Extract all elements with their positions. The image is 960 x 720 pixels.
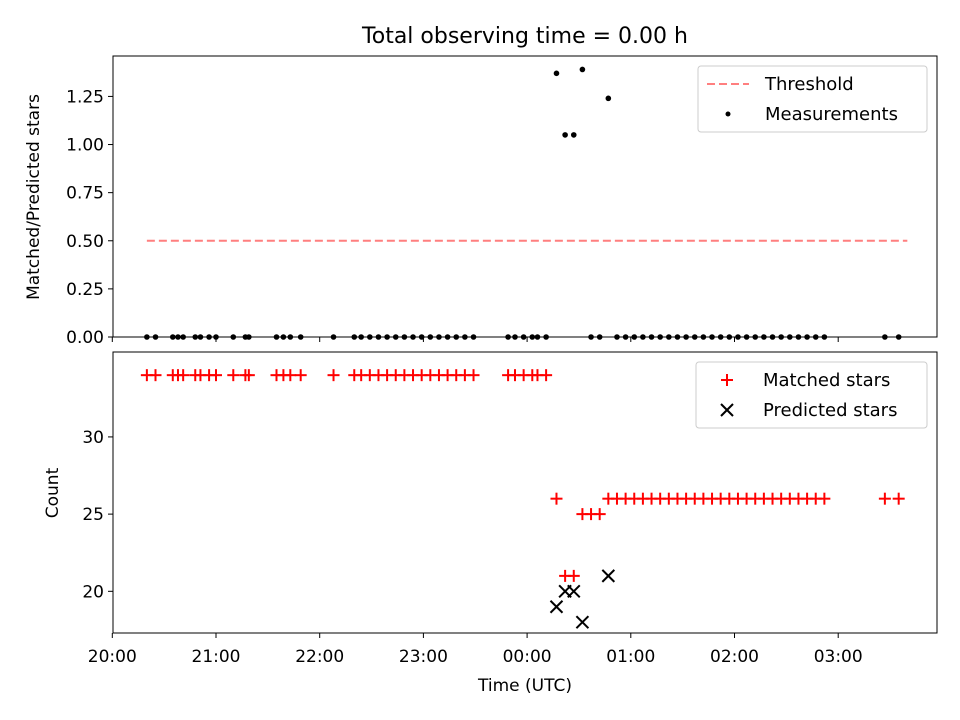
matched-star-point — [242, 369, 255, 382]
x-tick-label: 23:00 — [399, 647, 448, 667]
matched-star-point — [210, 369, 222, 382]
matched-star-point — [892, 492, 905, 505]
matched-star-point — [818, 492, 831, 505]
x-tick-label: 21:00 — [192, 647, 241, 667]
top-y-tick-label: 1.25 — [66, 87, 104, 107]
predicted-stars-legend-swatch — [720, 403, 734, 417]
top-axes-frame — [112, 55, 938, 338]
x-tick-label: 02:00 — [710, 647, 759, 667]
x-tick-label: 20:00 — [88, 647, 137, 667]
bottom-y-tick-label: 30 — [82, 428, 104, 448]
legend-label-predicted-stars: Predicted stars — [763, 400, 897, 421]
predicted-star-point — [575, 615, 590, 629]
matched-star-point — [467, 369, 480, 382]
bottom-panel: 20 25 30 20:00 21:00 22:00 23:00 00:00 01:00 02:… — [43, 351, 938, 696]
matched-star-point — [540, 369, 553, 382]
top-plot-area — [144, 66, 908, 340]
legend-label-matched-stars: Matched stars — [763, 370, 890, 391]
matched-star-point — [593, 508, 606, 521]
bottom-y-tick-label: 20 — [82, 582, 104, 602]
measurement-point — [562, 132, 568, 138]
matched-star-point — [567, 569, 580, 582]
bottom-plot-area — [140, 369, 905, 629]
measurements-legend-swatch — [725, 111, 731, 117]
matched-star-point — [177, 369, 190, 382]
bottom-legend-box — [695, 361, 928, 429]
x-tick-label: 00:00 — [503, 647, 552, 667]
matched-star-point — [149, 369, 162, 382]
measurement-point — [579, 66, 586, 73]
top-y-axis: 0.00 0.25 0.50 0.75 1.00 1.25 — [66, 87, 113, 348]
matched-star-point — [284, 369, 297, 382]
bottom-x-axis-label: Time (UTC) — [477, 676, 572, 696]
top-x-axis — [111, 337, 839, 342]
top-panel: 0.00 0.25 0.50 0.75 1.00 1.25 Matched/Predict… — [24, 55, 938, 348]
bottom-y-axis-label: Count — [43, 467, 63, 518]
measurement-point — [553, 70, 560, 77]
predicted-star-point — [549, 600, 564, 614]
matched-star-point — [878, 492, 891, 505]
legend-label-threshold: Threshold — [764, 74, 854, 95]
matched-star-point — [550, 492, 563, 505]
matched-stars-legend-swatch — [721, 374, 733, 386]
x-tick-label: 01:00 — [606, 647, 655, 667]
matched-star-point — [327, 369, 340, 382]
top-y-axis-label: Matched/Predicted stars — [24, 94, 44, 300]
matched-star-point — [227, 369, 240, 382]
measurement-point — [570, 132, 577, 138]
legend-label-measurements: Measurements — [765, 104, 898, 125]
x-tick-label: 22:00 — [295, 647, 344, 667]
bottom-y-tick-label: 25 — [82, 505, 104, 525]
chart-title: Total observing time = 0.00 h — [361, 24, 688, 49]
x-tick-label: 03:00 — [814, 647, 863, 667]
top-y-tick-label: 0.50 — [66, 232, 104, 252]
top-y-tick-label: 0.75 — [66, 184, 104, 204]
predicted-star-point — [601, 569, 616, 583]
top-y-tick-label: 0.25 — [66, 280, 104, 300]
top-legend: Threshold Measurements — [697, 65, 928, 133]
top-y-tick-label: 0.00 — [66, 328, 104, 348]
measurement-point — [605, 95, 612, 102]
bottom-legend: Matched stars Predicted stars — [695, 361, 928, 429]
bottom-y-axis: 20 25 30 — [82, 428, 113, 602]
top-legend-box — [697, 65, 928, 133]
matched-star-point — [294, 369, 307, 382]
bottom-x-axis: 20:00 21:00 22:00 23:00 00:00 01:00 02:00 03:00 — [88, 633, 863, 667]
top-y-tick-label: 1.00 — [66, 136, 104, 156]
bottom-axes-frame — [112, 351, 938, 634]
predicted-star-point — [567, 584, 581, 599]
